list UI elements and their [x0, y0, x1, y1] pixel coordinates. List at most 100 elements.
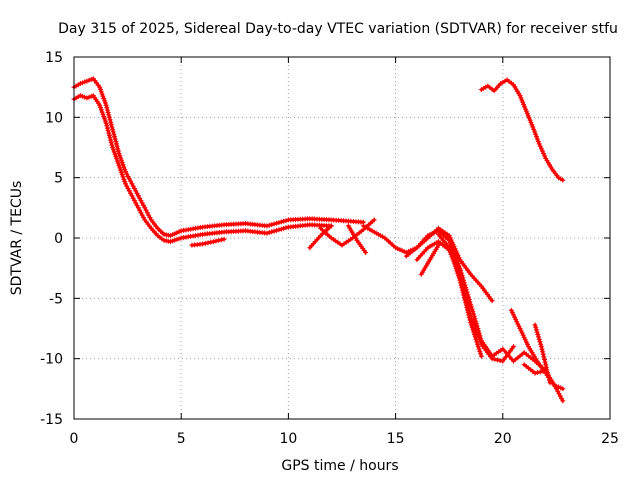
data-point	[446, 233, 452, 239]
data-point	[525, 113, 531, 119]
data-point	[537, 369, 543, 375]
data-point	[454, 250, 460, 256]
data-point	[494, 357, 500, 363]
data-point	[116, 151, 122, 156]
data-point	[459, 285, 465, 291]
y-axis-label: SDTVAR / TECUs	[9, 181, 25, 296]
data-point	[106, 132, 112, 138]
data-point	[107, 135, 113, 141]
data-point	[532, 322, 538, 328]
data-point	[102, 100, 108, 106]
x-tick-label: 25	[601, 431, 619, 447]
data-point	[205, 240, 211, 246]
data-point	[535, 139, 541, 144]
data-point	[466, 315, 472, 320]
data-point	[532, 129, 538, 135]
data-point	[118, 157, 124, 163]
data-point	[556, 384, 561, 390]
data-point	[97, 84, 103, 90]
data-point	[474, 339, 480, 345]
data-point	[448, 249, 454, 255]
data-point	[449, 239, 455, 245]
data-point	[447, 235, 453, 241]
data-point	[465, 307, 470, 313]
data-point	[540, 368, 546, 374]
data-point	[456, 275, 462, 281]
data-point	[82, 94, 88, 100]
data-point	[115, 160, 121, 166]
data-point	[473, 336, 479, 342]
series-line	[404, 226, 494, 303]
data-point	[536, 334, 541, 340]
data-point	[524, 111, 530, 116]
data-point	[120, 162, 126, 168]
data-point	[526, 115, 532, 121]
data-point	[170, 238, 176, 244]
data-point	[118, 167, 124, 173]
grid-lines	[74, 57, 610, 419]
data-point	[274, 228, 279, 233]
data-point	[118, 155, 124, 161]
series-arc-2-upper	[403, 225, 495, 304]
data-point	[170, 232, 176, 238]
data-point	[114, 158, 120, 164]
data-point	[208, 239, 214, 245]
data-point	[478, 351, 484, 357]
data-point	[518, 328, 524, 334]
data-point	[102, 116, 108, 122]
data-point	[450, 256, 456, 262]
y-tick-label: -15	[40, 412, 63, 428]
data-point	[109, 124, 115, 130]
series-line	[361, 224, 565, 403]
data-point	[469, 324, 475, 330]
x-tick-label: 0	[70, 431, 79, 447]
data-point	[533, 324, 539, 330]
data-point	[121, 164, 127, 170]
data-point	[174, 230, 180, 236]
data-point	[99, 91, 105, 97]
series-arc-1-dip-c	[345, 223, 369, 255]
data-point	[101, 114, 107, 120]
data-point	[489, 298, 495, 304]
data-point	[451, 244, 457, 250]
data-point	[210, 239, 216, 245]
data-point	[538, 341, 544, 347]
data-point	[106, 114, 112, 120]
data-point	[514, 319, 520, 325]
data-point	[472, 332, 477, 337]
data-point	[540, 349, 546, 355]
series-arc-1-lower	[71, 93, 334, 245]
data-point	[98, 86, 103, 92]
data-point	[538, 344, 544, 350]
data-point	[264, 223, 270, 229]
data-point	[105, 110, 111, 115]
data-point	[536, 141, 542, 147]
data-point	[395, 246, 401, 252]
data-point	[463, 302, 469, 308]
data-point	[511, 344, 516, 350]
data-point	[202, 240, 208, 246]
data-point	[111, 131, 117, 137]
data-point	[436, 242, 441, 248]
data-series	[71, 76, 566, 404]
data-point	[106, 130, 112, 136]
data-point	[517, 326, 523, 331]
data-point	[174, 236, 180, 242]
data-point	[517, 93, 523, 99]
data-point	[512, 314, 518, 320]
data-point	[456, 255, 462, 260]
data-point	[119, 172, 125, 178]
data-point	[547, 380, 553, 386]
data-point	[446, 245, 452, 251]
data-point	[455, 273, 461, 279]
data-point	[516, 323, 522, 329]
data-point	[461, 292, 467, 298]
data-point	[121, 176, 127, 182]
data-point	[530, 124, 536, 130]
y-tick-label: 10	[45, 110, 63, 126]
data-point	[560, 398, 566, 404]
data-point	[458, 280, 464, 286]
data-point	[525, 341, 530, 347]
tick-labels: 0 5 10 15 20 25 -15 -10 -5 0 5 10 15	[40, 50, 619, 447]
data-point	[468, 322, 474, 328]
